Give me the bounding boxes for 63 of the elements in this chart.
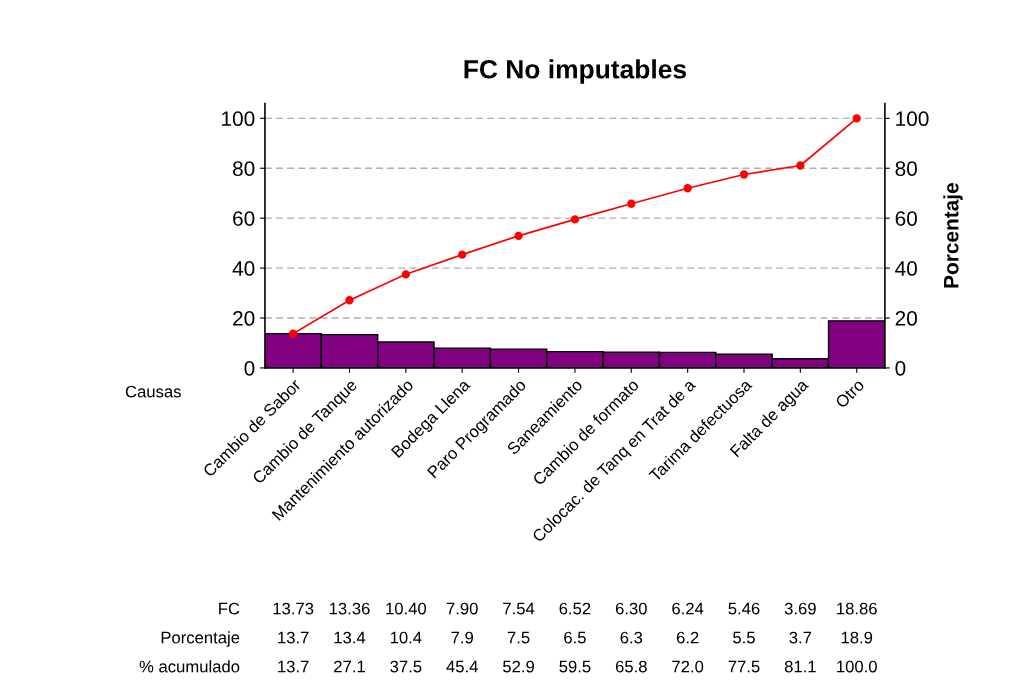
y-tick-label: 40 [232,261,255,276]
data-label: 37.5 [390,660,422,673]
y2-tick-label: 60 [895,211,917,226]
data-label: 65.8 [615,660,647,673]
data-label: 59.5 [559,660,591,673]
text: 13.7 [278,631,309,644]
point [401,270,411,279]
data-label: 77.5 [728,660,760,673]
data-label: 18.86 [837,602,877,615]
point [627,199,636,208]
point [288,329,298,338]
text: 13.4 [334,631,366,644]
y-tick-label: 20 [233,311,255,326]
x-tick-label: Otro [834,378,865,409]
y2-tick-label: 0 [895,360,906,376]
data-label: 45.4 [446,660,478,673]
data-label: 6.24 [672,602,704,615]
data-label: 52.9 [503,660,534,673]
y-tick-label: 0 [244,360,255,376]
text: 6.5 [564,631,586,644]
data-label: 6.30 [615,602,647,615]
y2-axis-title: Porcentaje [943,183,963,288]
data-label: 6.52 [559,602,591,615]
data-label: 10.40 [386,602,427,615]
point [683,184,692,193]
point [514,231,523,241]
y2-tick-label: 80 [895,161,917,176]
data-label: 72.0 [672,660,704,673]
x-axis-title: Causas [125,385,181,398]
data-label: 81.1 [784,660,816,673]
text: 3.7 [789,631,812,644]
y-tick-label: 80 [232,161,255,176]
y2-tick-label: 100 [896,111,929,127]
text: 7.9 [451,631,474,644]
data-label: 5.46 [728,602,760,615]
y2-tick-label: 20 [895,311,917,326]
y2-tick-label: 40 [895,261,917,276]
data-label: 13.7 [278,660,309,673]
text: Porcentaje [161,631,240,647]
text: 7.5 [507,631,530,644]
text: 5.5 [733,631,755,644]
chart-title: FC No imputables [464,59,687,84]
point [458,250,467,259]
text: 6.3 [620,631,643,644]
point [570,215,580,224]
data-label: 7.54 [503,602,535,615]
text: % acumulado [139,660,240,673]
point [852,114,861,123]
text: FC [219,602,240,615]
data-label: 3.69 [784,602,816,615]
text: 18.9 [841,631,873,644]
text: 10.4 [390,631,422,644]
data-label: 13.73 [273,602,314,615]
point [796,161,805,170]
y-tick-label: 60 [233,211,255,226]
text: 6.2 [676,631,699,644]
data-label: 27.1 [334,660,365,673]
data-label: 100.0 [837,660,877,673]
y-tick-label: 100 [222,111,255,127]
point [739,170,749,179]
data-label: 7.90 [446,602,478,615]
point [345,296,354,305]
data-label: 13.36 [329,602,370,615]
